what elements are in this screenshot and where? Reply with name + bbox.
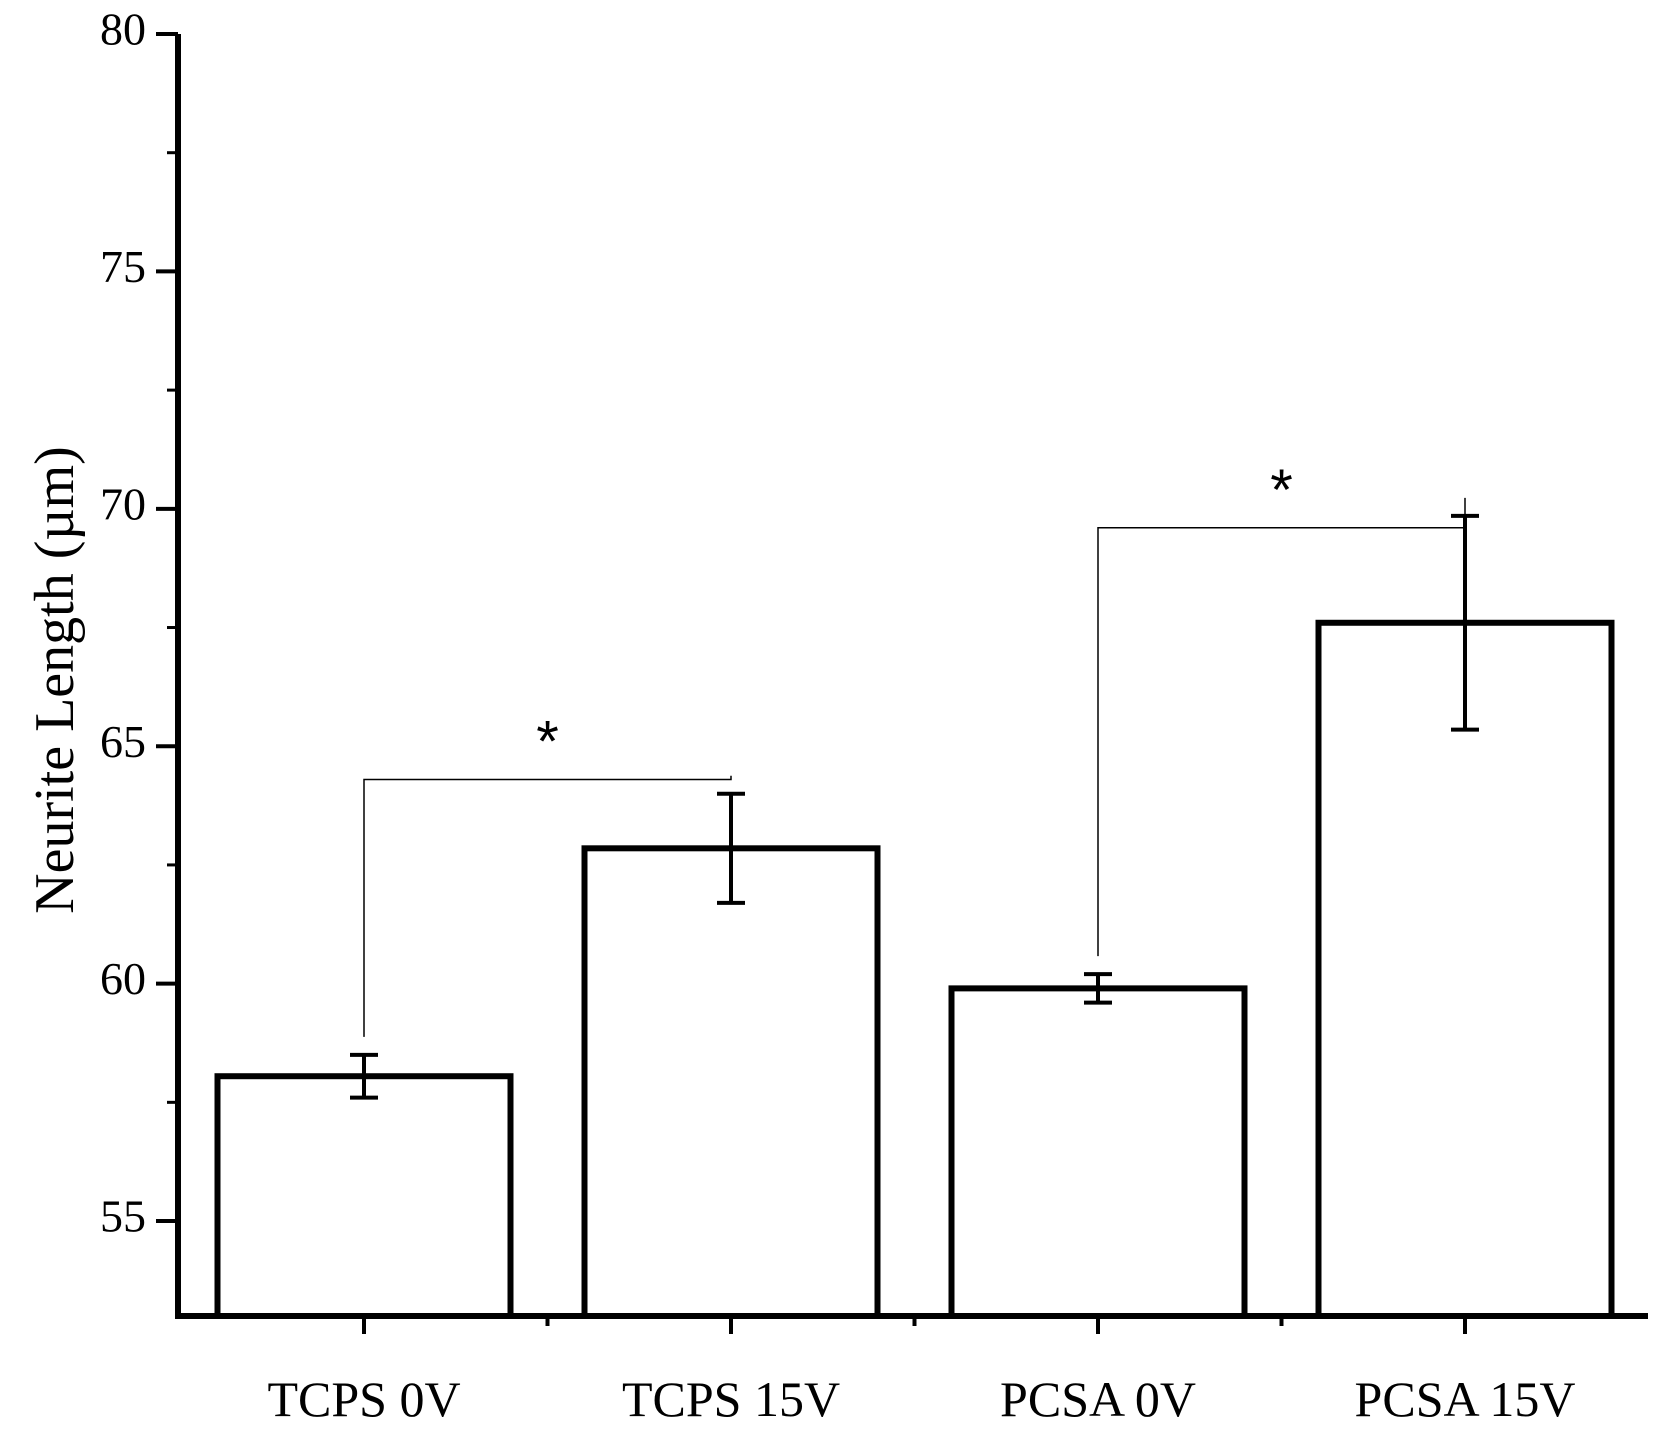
bar-3 (948, 985, 1248, 1320)
x-tick-label-3: PCSA 0V (1000, 1371, 1196, 1427)
y-axis-title: Neurite Length (µm) (24, 446, 86, 914)
significance-bracket-1 (363, 775, 732, 1037)
y-tick-label-80: 80 (100, 4, 146, 55)
x-tick-label-1: TCPS 0V (267, 1371, 460, 1427)
y-tick-label-60: 60 (100, 953, 146, 1004)
significance-brackets: ** (363, 458, 1466, 1037)
significance-star-2: * (1270, 458, 1293, 523)
y-tick-label-65: 65 (100, 716, 146, 767)
x-ticks: TCPS 0V TCPS 15V PCSA 0V PCSA 15V (267, 1316, 1575, 1427)
y-tick-label-75: 75 (100, 241, 146, 292)
significance-star-1: * (536, 709, 559, 774)
bars (214, 619, 1615, 1320)
y-ticks: 55 60 65 70 75 80 (100, 4, 178, 1242)
significance-bracket-2 (1097, 497, 1466, 957)
x-tick-label-4: PCSA 15V (1355, 1371, 1576, 1427)
x-tick-label-2: TCPS 15V (622, 1371, 840, 1427)
y-tick-label-55: 55 (100, 1191, 146, 1242)
bar-1 (214, 1073, 514, 1319)
error-bars (350, 513, 1479, 1100)
y-tick-label-70: 70 (100, 478, 146, 529)
bar-2 (581, 845, 881, 1320)
bar-4 (1315, 619, 1615, 1319)
